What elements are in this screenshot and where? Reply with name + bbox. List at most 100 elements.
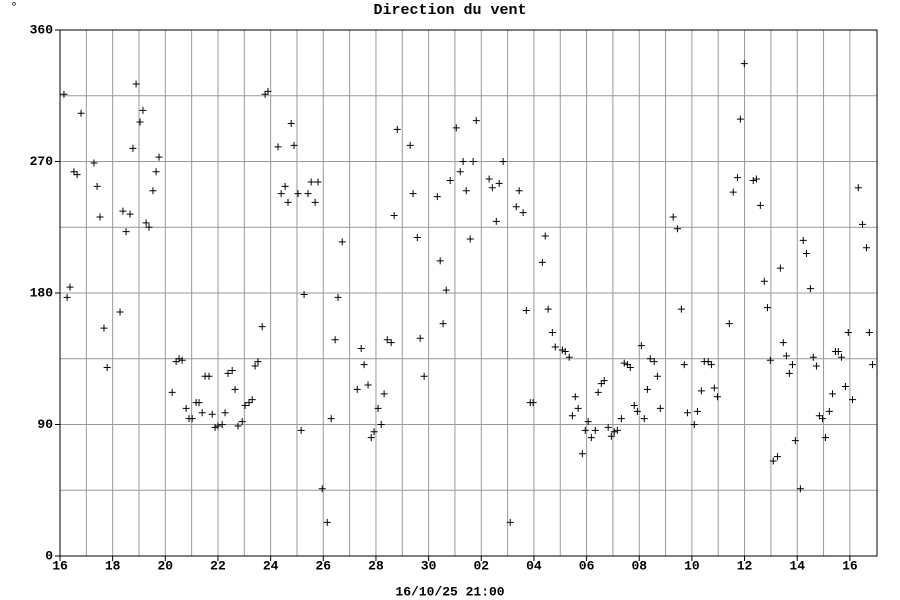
data-point xyxy=(791,437,799,445)
data-point xyxy=(587,434,595,442)
y-tick-label: 0 xyxy=(45,548,53,563)
data-point xyxy=(168,388,176,396)
data-point xyxy=(581,426,589,434)
x-tick-label: 04 xyxy=(526,558,542,573)
data-point xyxy=(459,158,467,165)
data-point xyxy=(656,404,664,412)
data-point xyxy=(175,355,183,363)
data-point xyxy=(565,353,573,361)
data-point xyxy=(529,399,537,407)
data-point xyxy=(377,421,385,428)
data-point xyxy=(469,158,477,165)
data-point xyxy=(729,188,737,196)
data-point xyxy=(802,250,810,258)
data-point xyxy=(844,328,852,336)
data-point xyxy=(311,198,319,206)
x-tick-label: 16 xyxy=(842,558,858,573)
data-point xyxy=(338,238,346,246)
data-point xyxy=(766,356,774,364)
data-point xyxy=(837,353,845,361)
data-point xyxy=(264,87,272,95)
data-point xyxy=(370,428,378,436)
data-point xyxy=(234,422,242,430)
data-point xyxy=(409,190,417,198)
data-point xyxy=(506,518,514,526)
data-point xyxy=(488,184,496,192)
data-point xyxy=(594,388,602,396)
data-point xyxy=(548,328,556,336)
data-point xyxy=(353,385,361,393)
data-point xyxy=(307,178,315,186)
data-point xyxy=(323,518,331,526)
data-point xyxy=(90,159,98,167)
data-point xyxy=(713,393,721,401)
data-point xyxy=(669,213,677,221)
y-tick-label: 360 xyxy=(30,22,54,37)
data-point xyxy=(697,387,705,395)
data-point xyxy=(383,336,391,344)
data-point xyxy=(182,404,190,412)
data-point xyxy=(736,115,744,123)
data-point xyxy=(277,190,285,198)
data-point xyxy=(261,90,269,98)
data-point xyxy=(646,355,654,363)
data-point xyxy=(103,364,111,372)
data-point xyxy=(334,293,342,301)
data-point xyxy=(568,412,576,420)
data-point xyxy=(522,307,530,315)
data-point xyxy=(436,257,444,265)
data-point xyxy=(318,485,326,493)
data-point xyxy=(208,410,216,418)
data-point xyxy=(367,434,375,442)
data-point xyxy=(773,453,781,461)
x-tick-label: 18 xyxy=(105,558,121,573)
data-point xyxy=(439,320,447,328)
data-point xyxy=(304,190,312,198)
data-point xyxy=(710,384,718,392)
data-point xyxy=(752,175,760,183)
data-point xyxy=(446,176,454,184)
data-point xyxy=(558,346,566,354)
data-point xyxy=(129,144,137,152)
data-point xyxy=(591,426,599,434)
x-tick-label: 06 xyxy=(579,558,595,573)
data-point xyxy=(452,124,460,132)
data-point xyxy=(300,290,308,298)
data-point xyxy=(854,184,862,192)
data-point xyxy=(499,158,507,165)
y-tick-label: 180 xyxy=(30,285,54,300)
data-point xyxy=(782,352,790,360)
data-point xyxy=(779,339,787,347)
data-point xyxy=(637,342,645,350)
data-point xyxy=(251,362,259,370)
data-point xyxy=(462,187,470,195)
data-point xyxy=(380,390,388,398)
data-point xyxy=(869,361,877,369)
data-point xyxy=(287,120,295,128)
data-point xyxy=(195,399,203,407)
data-point xyxy=(584,418,592,426)
data-point xyxy=(248,396,256,404)
data-point xyxy=(617,415,625,423)
data-point xyxy=(620,359,628,367)
data-point xyxy=(152,168,160,176)
plot-frame xyxy=(59,29,878,557)
data-point xyxy=(704,358,712,366)
data-point xyxy=(73,171,81,179)
data-point xyxy=(466,235,474,243)
data-point xyxy=(849,396,857,404)
data-point xyxy=(492,217,500,225)
data-point xyxy=(578,450,586,458)
data-point xyxy=(119,207,127,215)
x-tick-label: 10 xyxy=(684,558,700,573)
data-point xyxy=(284,198,292,206)
data-point xyxy=(360,361,368,369)
data-point xyxy=(640,415,648,423)
data-point xyxy=(100,324,108,332)
data-point xyxy=(610,428,618,436)
data-point xyxy=(387,339,395,347)
data-point xyxy=(815,412,823,420)
data-point xyxy=(733,174,741,182)
data-point xyxy=(859,220,867,228)
data-point xyxy=(364,381,372,389)
